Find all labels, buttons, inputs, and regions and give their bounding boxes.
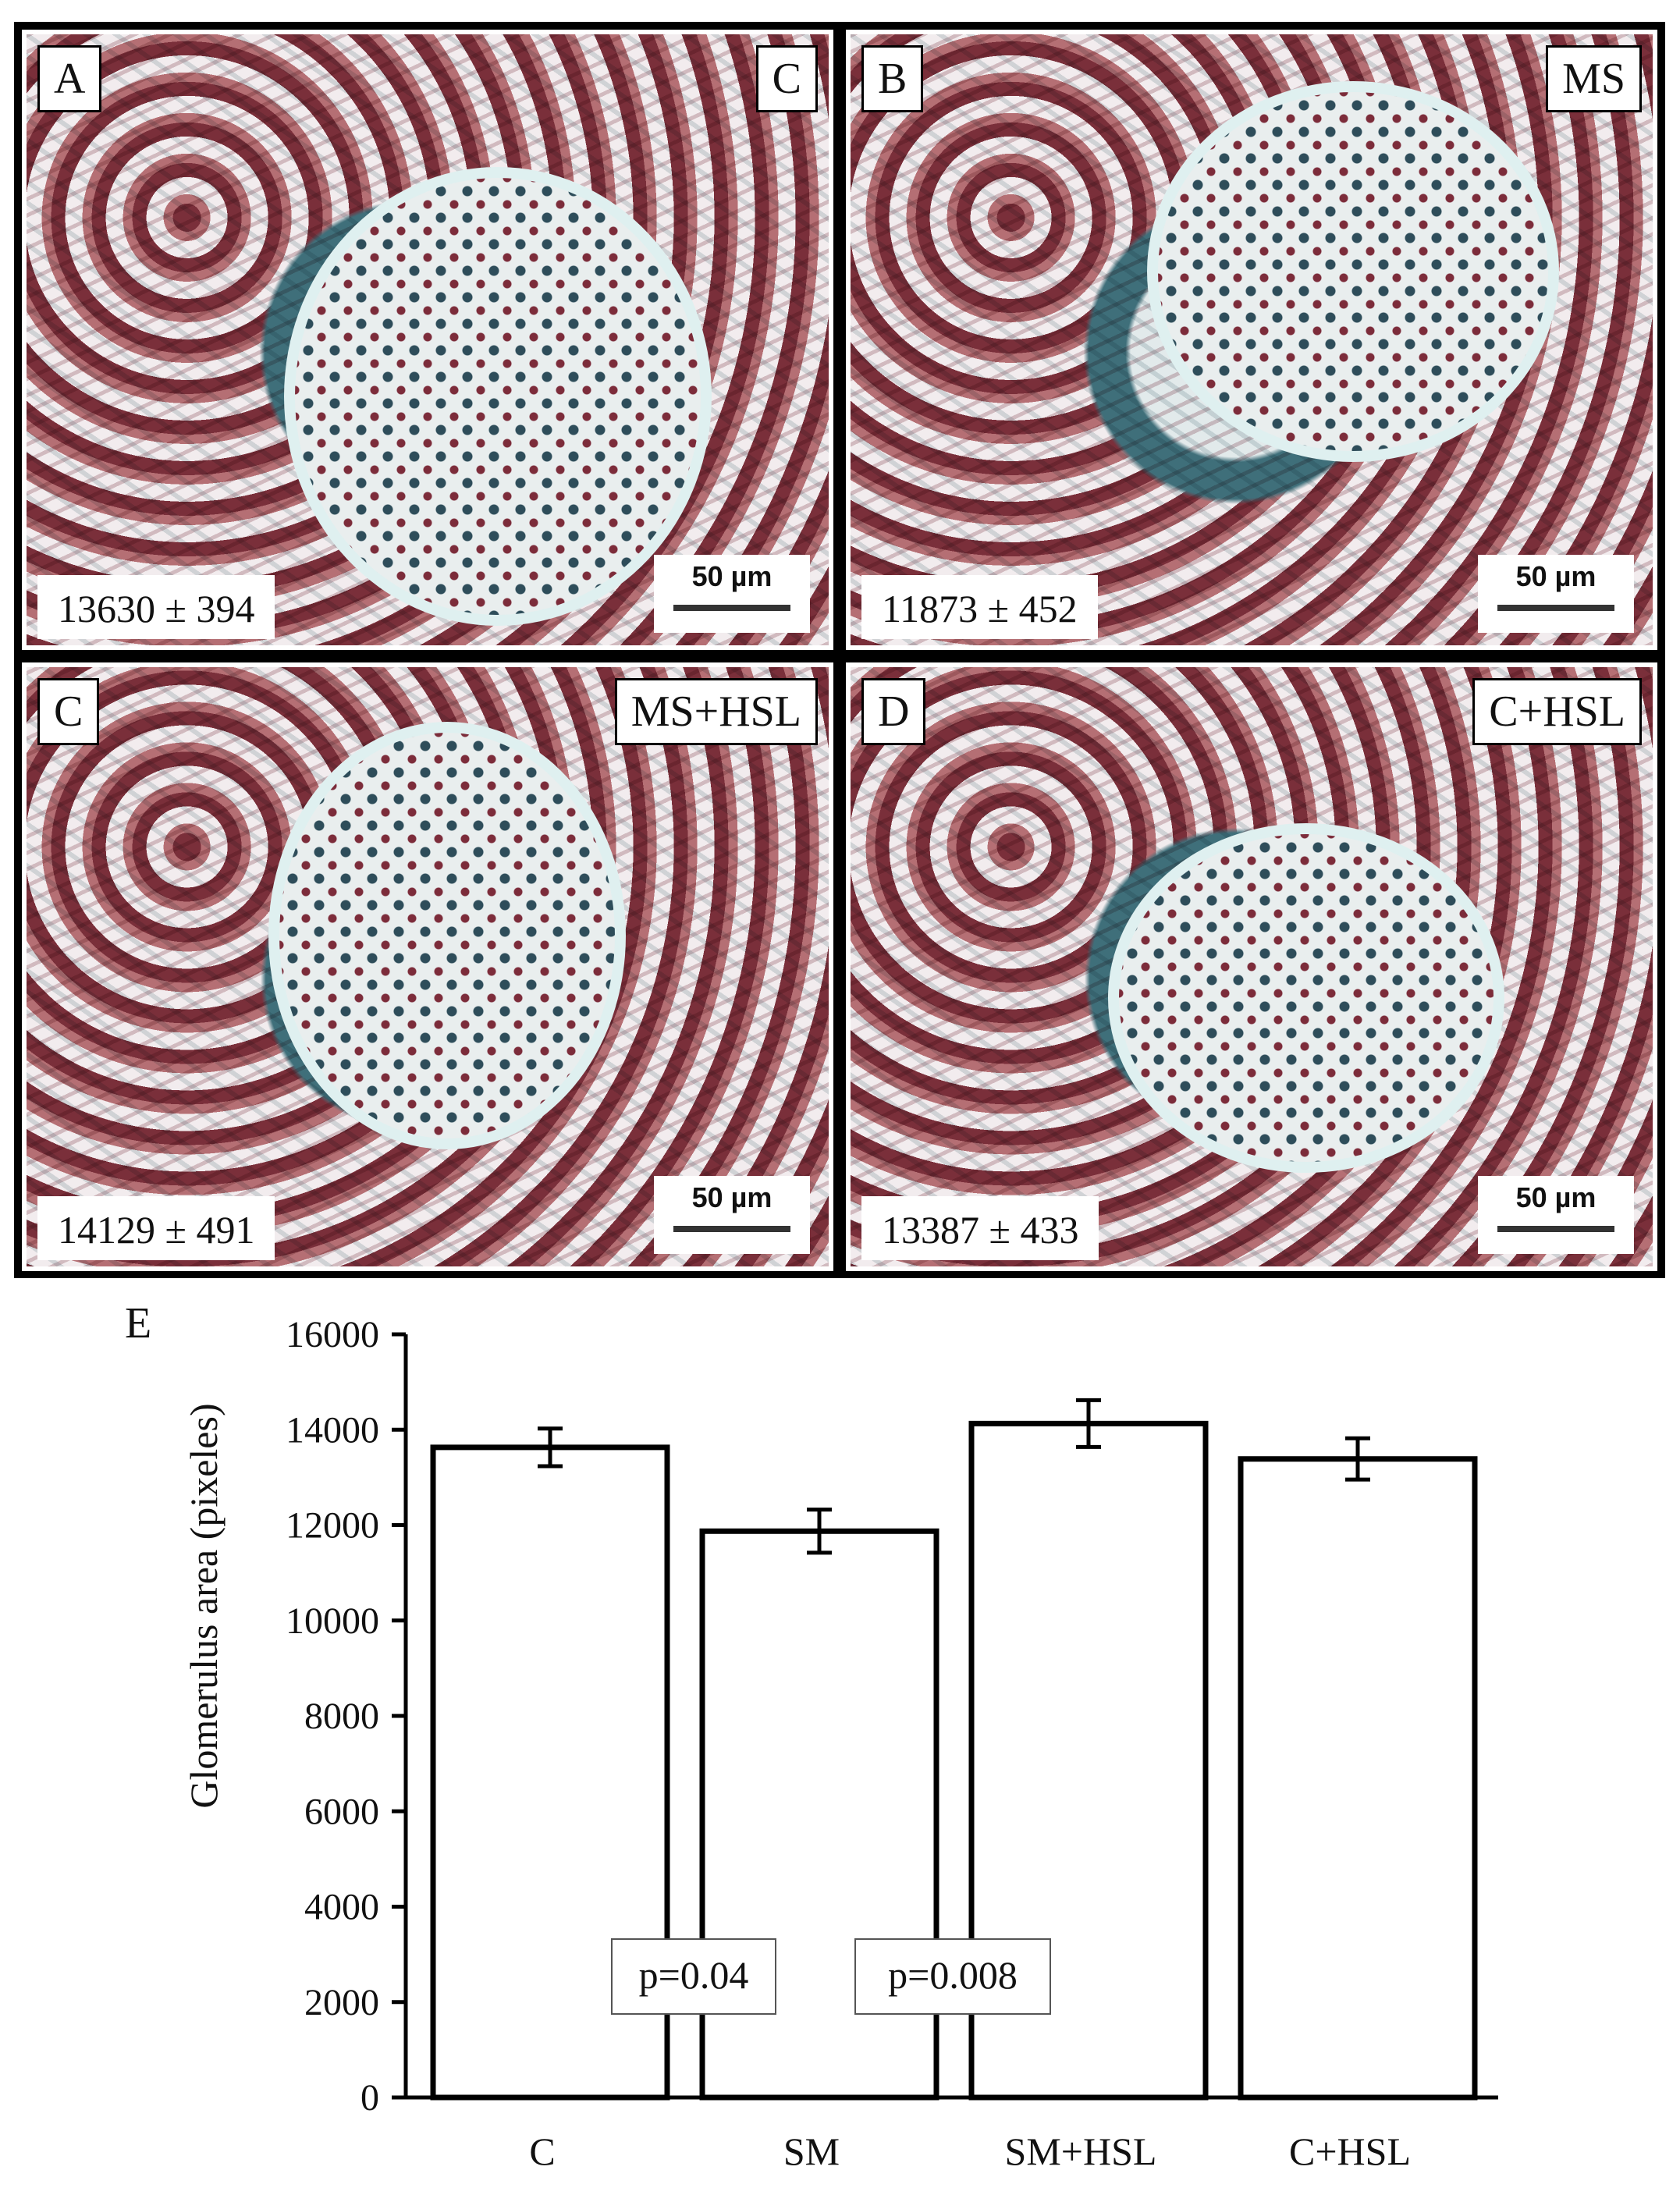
- group-label: C+HSL: [1472, 678, 1642, 745]
- p-value-label: p=0.04: [639, 1953, 749, 1997]
- bar-chart: 0 2000 4000 6000 8000 10000 12000 14000 16000 C S…: [182, 1314, 1498, 2173]
- y-tick-label: 8000: [304, 1696, 379, 1737]
- y-tick-label: 14000: [286, 1409, 379, 1451]
- y-axis-label: Glomerulus area (pixeles): [182, 1403, 226, 1808]
- group-label: C: [755, 45, 818, 112]
- y-tick-label: 16000: [286, 1314, 379, 1355]
- micrograph-panel-d: D C+HSL 13387 ± 433 50 µm: [846, 662, 1657, 1271]
- micrograph-panel-c: C MS+HSL 14129 ± 491 50 µm: [22, 662, 833, 1271]
- p-value-box: [611, 1938, 776, 2015]
- panel-letter: C: [37, 678, 100, 745]
- panel-letter: A: [37, 45, 102, 112]
- scale-label: 50 µm: [691, 560, 773, 592]
- scale-label: 50 µm: [1515, 560, 1597, 592]
- y-tick-label: 4000: [304, 1887, 379, 1928]
- p-value-box: [854, 1938, 1051, 2015]
- y-tick-label: 6000: [304, 1791, 379, 1832]
- scale-bar: [1497, 1226, 1614, 1232]
- group-label: MS: [1546, 45, 1642, 112]
- micrograph-grid: A C 13630 ± 394 50 µm B MS 11873 ± 452 5…: [14, 22, 1665, 1278]
- scale-bar: [673, 1226, 790, 1232]
- scale-bar-box: 50 µm: [654, 555, 810, 633]
- scale-label: 50 µm: [691, 1181, 773, 1213]
- scale-bar: [673, 605, 790, 611]
- bar: [1238, 1456, 1478, 2101]
- scale-label: 50 µm: [1515, 1181, 1597, 1213]
- annotations: p=0.04 p=0.008: [611, 1938, 1051, 2015]
- x-category-label: SM+HSL: [1005, 2129, 1157, 2173]
- scale-bar: [1497, 605, 1614, 611]
- area-value: 13630 ± 394: [37, 575, 275, 639]
- glomerulus-image: [1108, 823, 1504, 1173]
- error-bars: [538, 1398, 1370, 1555]
- x-category-label: SM: [783, 2129, 840, 2173]
- scale-bar-box: 50 µm: [1478, 555, 1634, 633]
- x-category-label: C+HSL: [1289, 2129, 1411, 2173]
- area-value: 13387 ± 433: [861, 1196, 1099, 1260]
- panel-letter: D: [861, 678, 926, 745]
- micrograph-panel-b: B MS 11873 ± 452 50 µm: [846, 30, 1657, 650]
- glomerulus-image: [284, 167, 712, 626]
- glomerulus-image: [1147, 81, 1559, 462]
- y-tick-label: 12000: [286, 1505, 379, 1547]
- panel-letter: B: [861, 45, 924, 112]
- area-value: 14129 ± 491: [37, 1196, 275, 1260]
- chart-panel-letter: E: [125, 1299, 152, 1348]
- scale-bar-box: 50 µm: [1478, 1176, 1634, 1254]
- y-tick-label: 0: [361, 2077, 379, 2119]
- y-axis: 0 2000 4000 6000 8000 10000 12000 14000 16000: [286, 1314, 1498, 2119]
- scale-bar-box: 50 µm: [654, 1176, 810, 1254]
- group-label: MS+HSL: [614, 678, 818, 745]
- y-tick-label: 10000: [286, 1600, 379, 1642]
- glomerulus-image: [268, 722, 626, 1149]
- p-value-label: p=0.008: [888, 1953, 1018, 1997]
- area-value: 11873 ± 452: [861, 575, 1098, 639]
- x-category-label: C: [529, 2129, 555, 2173]
- micrograph-panel-a: A C 13630 ± 394 50 µm: [22, 30, 833, 650]
- y-tick-label: 2000: [304, 1982, 379, 2023]
- x-axis-categories: C SM SM+HSL C+HSL: [529, 2129, 1411, 2173]
